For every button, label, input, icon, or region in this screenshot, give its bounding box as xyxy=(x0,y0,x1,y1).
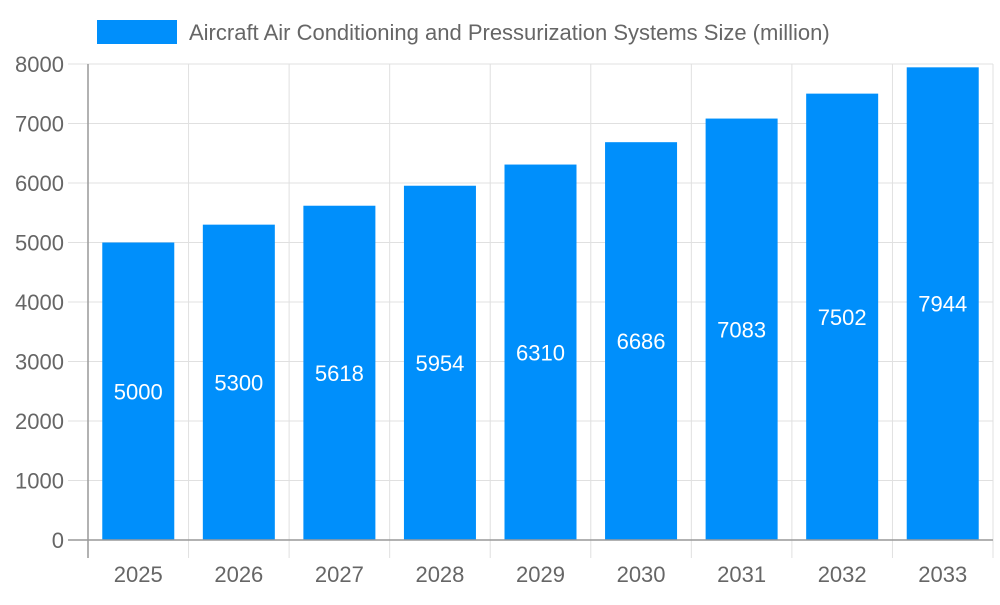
bar xyxy=(605,142,678,541)
data-label: 5300 xyxy=(214,370,263,395)
bar xyxy=(705,118,778,541)
y-tick-label: 2000 xyxy=(15,409,64,434)
x-tick-label: 2032 xyxy=(818,562,867,587)
y-tick-label: 6000 xyxy=(15,171,64,196)
bar xyxy=(403,185,476,540)
x-tick-label: 2029 xyxy=(516,562,565,587)
x-tick-label: 2033 xyxy=(918,562,967,587)
data-label: 5954 xyxy=(415,351,464,376)
bar xyxy=(102,242,175,540)
axes: 0 1000 2000 3000 4000 5000 6000 7000 8000 2025 202… xyxy=(15,52,993,587)
data-label: 6686 xyxy=(617,329,666,354)
y-tick-label: 1000 xyxy=(15,469,64,494)
x-tick-label: 2028 xyxy=(415,562,464,587)
legend-label: Aircraft Air Conditioning and Pressuriza… xyxy=(189,20,830,45)
y-tick-label: 8000 xyxy=(15,52,64,77)
bar xyxy=(202,224,275,540)
bar xyxy=(303,205,376,540)
bar xyxy=(504,164,577,540)
bars: 5000 5300 5618 5954 6310 6686 7083 7502 7944 xyxy=(102,67,979,541)
data-label: 5000 xyxy=(114,379,163,404)
y-tick-label: 7000 xyxy=(15,112,64,137)
x-tick-label: 2031 xyxy=(717,562,766,587)
x-tick-label: 2030 xyxy=(617,562,666,587)
data-label: 7944 xyxy=(918,292,967,317)
x-tick-label: 2027 xyxy=(315,562,364,587)
y-tick-label: 0 xyxy=(52,528,64,553)
y-tick-label: 4000 xyxy=(15,290,64,315)
y-tick-label: 3000 xyxy=(15,350,64,375)
y-tick-label: 5000 xyxy=(15,231,64,256)
x-tick-label: 2026 xyxy=(214,562,263,587)
data-label: 5618 xyxy=(315,361,364,386)
legend[interactable]: Aircraft Air Conditioning and Pressuriza… xyxy=(97,20,830,45)
data-label: 7502 xyxy=(818,305,867,330)
data-label: 7083 xyxy=(717,317,766,342)
data-label: 6310 xyxy=(516,340,565,365)
x-tick-label: 2025 xyxy=(114,562,163,587)
bar xyxy=(806,93,879,541)
bar xyxy=(906,67,979,540)
legend-swatch xyxy=(97,20,177,44)
